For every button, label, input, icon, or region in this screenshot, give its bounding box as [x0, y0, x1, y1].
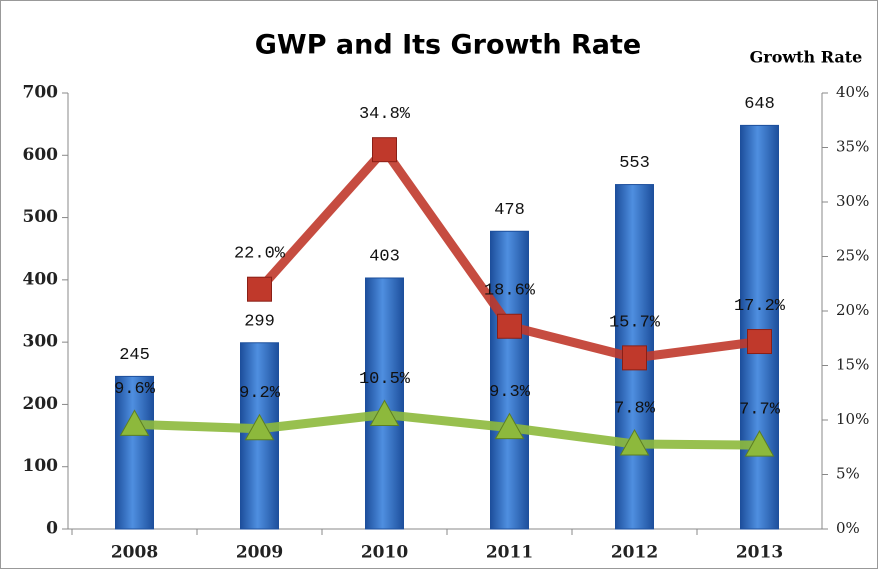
- y2-tick-label: 30%: [836, 192, 869, 210]
- y2-tick-label: 15%: [836, 356, 869, 374]
- line-value-label: 10.5%: [359, 370, 411, 389]
- line-value-label: 18.6%: [484, 282, 536, 301]
- x-tick-label: 2009: [236, 543, 283, 563]
- y2-tick-label: 5%: [836, 465, 860, 483]
- marker: [497, 313, 522, 339]
- line: [134, 410, 760, 450]
- bar-value-label: 478: [494, 201, 525, 220]
- line-value-label: 15.7%: [609, 313, 661, 332]
- line-value-label: 9.2%: [239, 384, 281, 403]
- y-tick-label: 100: [23, 456, 59, 476]
- marker: [119, 409, 150, 436]
- x-tick-label: 2010: [361, 543, 408, 563]
- bar: [740, 124, 779, 530]
- y-tick-label: 700: [23, 83, 59, 103]
- y-tick-label: 500: [23, 207, 59, 227]
- marker: [747, 329, 772, 355]
- marker: [247, 276, 272, 302]
- bar-value-label: 403: [369, 247, 400, 266]
- y-tick-label: 200: [23, 394, 59, 414]
- marker: [744, 430, 775, 457]
- y2-tick-label: 20%: [836, 301, 869, 319]
- line-value-label: 34.8%: [359, 105, 411, 124]
- line-value-label: 22.0%: [234, 245, 286, 264]
- x-tick-label: 2011: [486, 543, 533, 563]
- line-value-label: 17.2%: [734, 297, 786, 316]
- y2-tick-label: 40%: [836, 83, 869, 101]
- y2-tick-label: 10%: [836, 410, 869, 428]
- x-tick-label: 2008: [111, 543, 158, 563]
- bar-value-label: 245: [119, 346, 150, 365]
- bar-value-label: 299: [244, 312, 275, 331]
- x-tick-label: 2013: [736, 543, 783, 563]
- y2-tick-label: 25%: [836, 247, 869, 265]
- marker: [369, 399, 400, 427]
- marker: [244, 413, 275, 441]
- y2-tick-label: 0%: [836, 519, 860, 537]
- y2-tick-label: 35%: [836, 138, 869, 156]
- x-tick-label: 2012: [611, 543, 658, 563]
- y-tick-label: 300: [23, 332, 59, 352]
- bar-value-label: 648: [744, 95, 775, 114]
- line-value-label: 9.6%: [114, 380, 156, 399]
- y-tick-label: 400: [23, 269, 59, 289]
- line-value-label: 9.3%: [489, 383, 531, 402]
- marker: [622, 345, 647, 371]
- line-value-label: 7.8%: [614, 399, 656, 418]
- y2-axis-label: Growth Rate: [750, 48, 863, 67]
- line-value-label: 7.7%: [739, 401, 781, 420]
- y-tick-label: 0: [46, 519, 58, 539]
- chart-title: GWP and Its Growth Rate: [255, 30, 641, 61]
- y-tick-label: 600: [23, 145, 59, 165]
- bar: [490, 230, 529, 530]
- marker: [619, 428, 650, 456]
- bar-value-label: 553: [619, 154, 650, 173]
- marker: [494, 412, 525, 440]
- bar: [115, 375, 154, 530]
- marker: [372, 137, 397, 163]
